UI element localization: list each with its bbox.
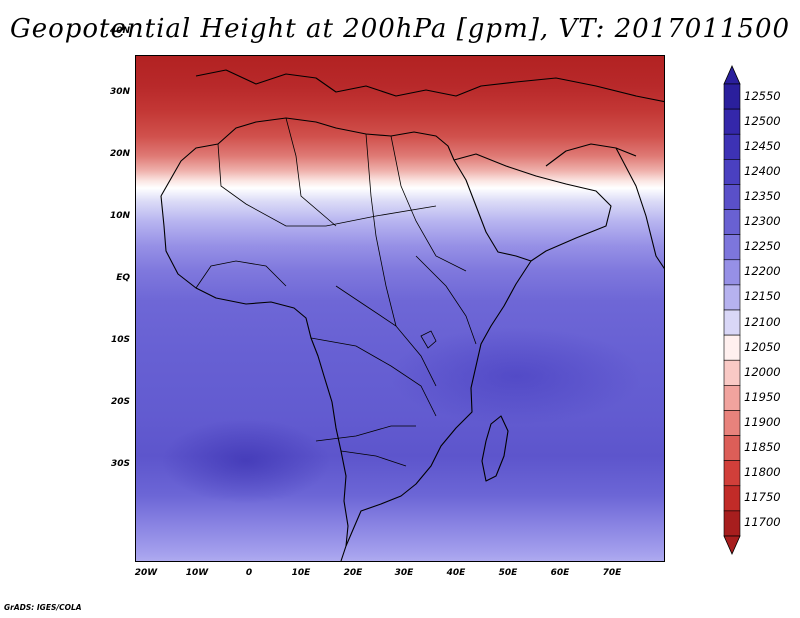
country-border: [310, 337, 437, 417]
arabia-coast: [453, 153, 612, 262]
lon-label-0: 0: [245, 568, 253, 578]
lat-label-eq: EQ: [116, 273, 130, 283]
lake-victoria: [420, 330, 437, 349]
colorbar-swatch: [723, 83, 741, 110]
lon-label-40e: 40E: [446, 568, 466, 578]
lon-label-50e: 50E: [498, 568, 518, 578]
colorbar-swatch: [723, 334, 741, 361]
colorbar-swatch: [723, 385, 741, 411]
colorbar: [723, 65, 741, 555]
colorbar-swatch: [723, 359, 741, 386]
colorbar-swatch: [723, 108, 741, 135]
colorbar-label: 12450: [744, 138, 781, 153]
lon-label-20w: 20W: [134, 568, 158, 578]
country-border: [195, 260, 287, 289]
mediterranean-north: [195, 69, 664, 103]
madagascar: [481, 415, 509, 482]
africa-west-coast: [160, 195, 349, 547]
lon-label-10e: 10E: [291, 568, 311, 578]
colorbar-label: 12500: [744, 113, 781, 128]
colorbar-label: 11850: [744, 440, 781, 455]
country-border: [217, 143, 437, 227]
colorbar-label: 12000: [744, 364, 781, 379]
colorbar-swatch: [723, 209, 741, 235]
colorbar-swatch: [723, 435, 741, 461]
colorbar-label: 12100: [744, 314, 781, 329]
country-border: [335, 285, 437, 387]
colorbar-label: 12300: [744, 214, 781, 229]
chart-title: Geopotential Height at 200hPa [gpm], VT:…: [9, 14, 791, 44]
colorbar-top-arrow: [723, 65, 741, 85]
colorbar-label: 11900: [744, 415, 781, 429]
lat-label-20n: 20N: [109, 149, 130, 159]
colorbar-swatch: [723, 460, 741, 487]
colorbar-label: 12050: [744, 339, 781, 354]
colorbar-label: 12350: [744, 189, 781, 203]
colorbar-label: 12250: [744, 239, 781, 254]
colorbar-bottom-arrow: [723, 535, 741, 555]
map-plot-area: [135, 55, 665, 562]
colorbar-label: 12200: [744, 264, 781, 279]
colorbar-swatch: [723, 234, 741, 261]
lon-label-10w: 10W: [185, 568, 209, 578]
colorbar-label: 11750: [744, 490, 781, 505]
country-border: [340, 450, 407, 467]
colorbar-swatch: [723, 259, 741, 286]
country-border: [415, 255, 477, 345]
country-border: [365, 133, 397, 327]
colorbar-swatch: [723, 184, 741, 210]
india-west: [615, 147, 664, 269]
persian-gulf: [545, 143, 637, 167]
africa-coastline: [160, 117, 532, 561]
grads-credit: GrADS: IGES/COLA: [4, 603, 82, 612]
lat-label-10n: 10N: [109, 211, 130, 221]
geopotential-height-field: [136, 56, 664, 561]
lon-label-60e: 60E: [550, 568, 570, 578]
lat-label-20s: 20S: [110, 397, 130, 407]
colorbar-swatch: [723, 159, 741, 185]
lat-label-30s: 30S: [110, 459, 130, 469]
lat-label-30n: 30N: [109, 87, 130, 97]
lon-label-70e: 70E: [602, 568, 622, 578]
lat-label-40n: 40N: [109, 26, 130, 36]
lat-label-10s: 10S: [110, 335, 130, 345]
colorbar-swatch: [723, 133, 741, 160]
lon-label-30e: 30E: [394, 568, 414, 578]
colorbar-label: 11800: [744, 465, 781, 480]
country-border: [315, 425, 416, 442]
colorbar-swatch: [723, 309, 741, 336]
lon-label-20e: 20E: [343, 568, 363, 578]
colorbar-swatch: [723, 284, 741, 311]
country-border: [285, 117, 337, 227]
colorbar-label: 11700: [744, 515, 781, 530]
colorbar-label: 12550: [744, 88, 781, 103]
colorbar-swatch: [723, 410, 741, 436]
colorbar-label: 11950: [744, 389, 781, 404]
map-outlines: [160, 69, 664, 561]
country-border: [390, 135, 467, 272]
colorbar-label: 12400: [744, 163, 781, 178]
colorbar-swatch: [723, 485, 741, 512]
colorbar-label: 12150: [744, 289, 781, 304]
colorbar-swatch: [723, 510, 741, 537]
